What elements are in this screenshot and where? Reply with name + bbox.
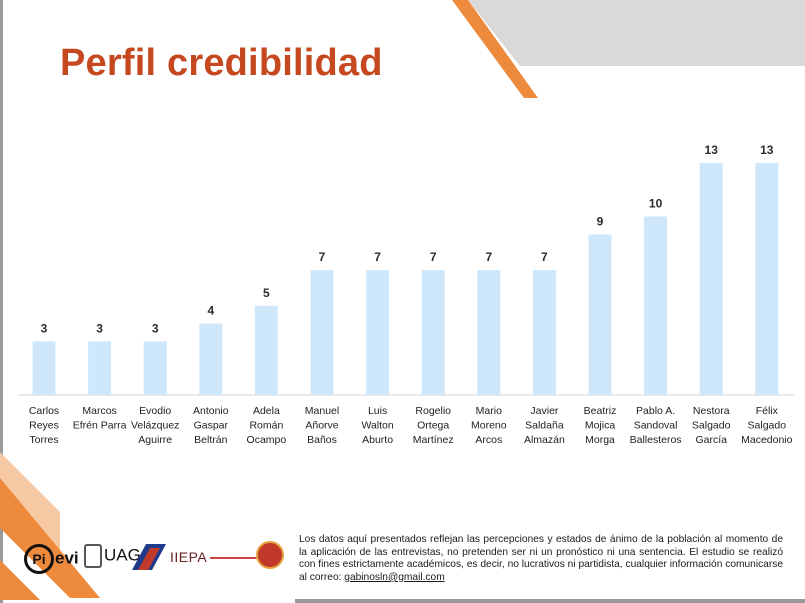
- bar-6: [310, 270, 334, 395]
- category-label-9: Mario Moreno Arcos: [471, 405, 507, 446]
- left-border: [0, 0, 3, 603]
- value-label-7: 7: [374, 250, 381, 264]
- iiepa-underline: [210, 557, 271, 560]
- disclaimer-text: Los datos aquí presentados reflejan las …: [299, 534, 783, 584]
- category-label-1: Carlos Reyes Torres: [29, 405, 59, 446]
- value-label-5: 5: [263, 286, 270, 300]
- bar-9: [477, 270, 501, 395]
- bar-7: [366, 270, 390, 395]
- bar-1: [32, 341, 56, 395]
- pievi-logo: Pi evi: [24, 544, 79, 574]
- category-label-11: Beatriz Mojica Morga: [584, 405, 617, 446]
- bottom-border: [295, 599, 805, 603]
- iiepa-logo-text: IIEPA: [170, 549, 208, 565]
- value-label-13: 13: [705, 143, 719, 157]
- category-label-10: Javier Saldaña Almazán: [524, 405, 565, 446]
- category-label-6: Manuel Añorve Baños: [305, 405, 339, 446]
- bar-14: [755, 162, 779, 395]
- bar-5: [254, 305, 278, 395]
- institution-seal-icon: [256, 541, 284, 569]
- bar-12: [644, 216, 668, 395]
- top-orange-stripe: [452, 0, 538, 98]
- value-label-6: 7: [319, 250, 326, 264]
- value-label-11: 9: [597, 214, 604, 228]
- bottom-orange-corner: [0, 560, 40, 600]
- bottom-orange-stripe: [0, 478, 100, 598]
- category-label-3: Evodio Velázquez Aguirre: [131, 405, 179, 446]
- category-label-12: Pablo A. Sandoval Ballesteros: [630, 405, 682, 446]
- value-label-12: 10: [649, 197, 663, 211]
- value-label-8: 7: [430, 250, 437, 264]
- contact-email[interactable]: gabinosln@gmail.com: [344, 571, 445, 583]
- slide-title: Perfil credibilidad: [60, 42, 383, 84]
- category-label-2: Marcos Efrén Parra: [73, 405, 127, 432]
- disclaimer-body: Los datos aquí presentados reflejan las …: [299, 534, 783, 583]
- category-label-5: Adela Román Ocampo: [247, 405, 287, 446]
- top-right-gray-band: [468, 0, 805, 66]
- bar-13: [699, 162, 723, 395]
- iiepa-logo: IIEPA: [170, 549, 271, 565]
- pievi-ring-icon: Pi: [24, 544, 54, 574]
- bar-3: [143, 341, 167, 395]
- value-label-2: 3: [96, 321, 103, 335]
- bar-2: [88, 341, 112, 395]
- value-label-4: 4: [207, 304, 214, 318]
- value-label-3: 3: [152, 321, 159, 335]
- bar-4: [199, 323, 223, 395]
- bar-8: [421, 270, 445, 395]
- category-label-8: Rogelio Ortega Martínez: [413, 405, 454, 446]
- pievi-logo-text: evi: [55, 548, 79, 568]
- category-label-13: Nestora Salgado García: [692, 405, 731, 446]
- value-label-9: 7: [485, 250, 492, 264]
- category-label-4: Antonio Gaspar Beltrán: [193, 405, 229, 446]
- value-label-14: 13: [760, 143, 774, 157]
- value-label-1: 3: [41, 321, 48, 335]
- value-label-10: 7: [541, 250, 548, 264]
- flag-logo-icon: [132, 544, 166, 570]
- bar-11: [588, 234, 612, 395]
- bar-10: [532, 270, 556, 395]
- logo-strip: Pi evi UAGro IIEPA: [24, 538, 294, 580]
- category-label-7: Luis Walton Aburto: [361, 405, 393, 446]
- category-label-14: Félix Salgado Macedonio: [741, 405, 793, 446]
- uagro-seal-icon: [84, 544, 102, 568]
